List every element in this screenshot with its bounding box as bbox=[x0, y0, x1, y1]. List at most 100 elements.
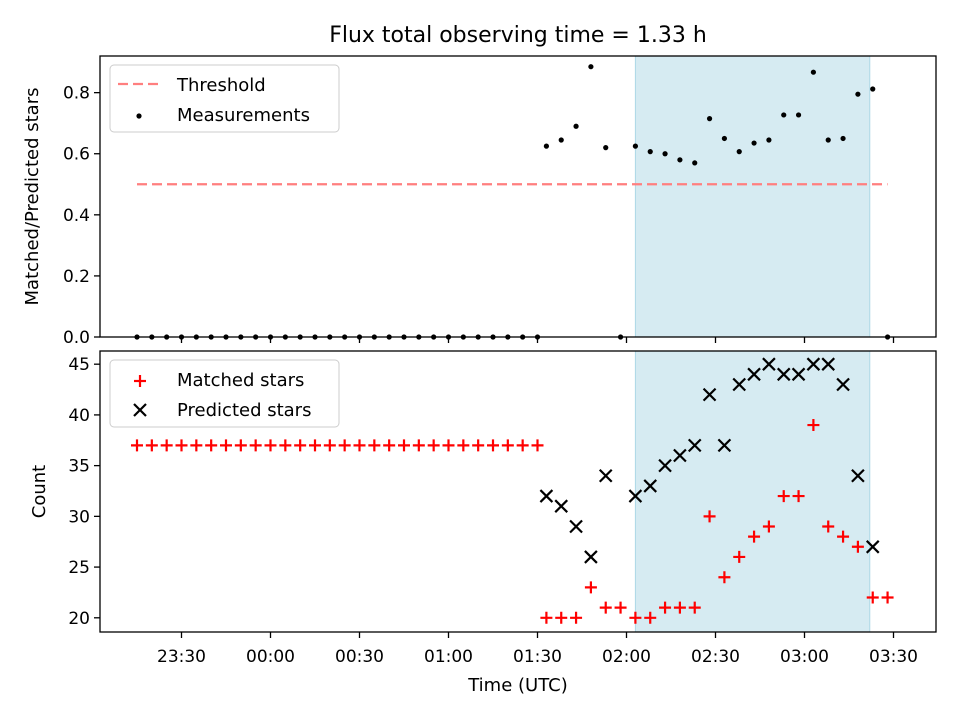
count-points bbox=[131, 357, 894, 624]
predicted-star-point bbox=[673, 448, 687, 463]
matched-star-point bbox=[531, 439, 544, 452]
measurement-point bbox=[543, 143, 550, 149]
count-y-tick-label: 45 bbox=[68, 355, 90, 375]
matched-star-point bbox=[264, 439, 277, 452]
predicted-star-point bbox=[539, 489, 554, 503]
matched-star-point bbox=[748, 530, 761, 543]
measurement-point bbox=[736, 149, 742, 155]
matched-star-point bbox=[584, 581, 597, 594]
matched-star-point bbox=[279, 439, 292, 452]
predicted-star-point bbox=[658, 458, 672, 473]
matched-star-point bbox=[383, 439, 396, 452]
count-axes-frame bbox=[99, 350, 937, 633]
matched-star-point bbox=[629, 611, 642, 624]
count-y-tick-label: 30 bbox=[68, 507, 90, 527]
measurement-point bbox=[677, 157, 683, 163]
matched-star-point bbox=[234, 439, 247, 452]
matched-star-point bbox=[220, 439, 232, 452]
predicted-star-point bbox=[717, 438, 732, 453]
time-x-tick-label: 02:30 bbox=[691, 647, 740, 667]
matched-star-point bbox=[309, 439, 321, 452]
ratio-legend: Threshold Measurements bbox=[109, 64, 340, 133]
ratio-y-tick-label: 0.6 bbox=[63, 145, 90, 165]
matched-star-point bbox=[718, 571, 731, 584]
predicted-star-point bbox=[791, 367, 806, 382]
ratio-x-axis-ticks bbox=[180, 337, 895, 343]
predicted-star-point bbox=[836, 377, 850, 392]
matched-star-point bbox=[540, 611, 553, 624]
matched-star-point bbox=[516, 439, 529, 452]
measurement-point bbox=[825, 137, 831, 143]
matched-star-point bbox=[457, 439, 470, 452]
matched-star-point bbox=[190, 439, 203, 452]
measurement-point bbox=[855, 91, 861, 97]
count-legend: Matched stars Predicted stars bbox=[109, 359, 340, 428]
legend-measurements-label: Measurements bbox=[177, 105, 310, 126]
predicted-star-point bbox=[851, 468, 865, 483]
time-x-axis-ticks: 23:30 00:00 00:30 01:00 01:30 02:00 02:30 03:00… bbox=[157, 632, 918, 667]
matched-star-point bbox=[487, 439, 499, 452]
matched-star-point bbox=[472, 439, 485, 452]
measurement-point bbox=[588, 64, 594, 70]
count-y-tick-label: 40 bbox=[68, 406, 90, 426]
matched-star-point bbox=[338, 439, 351, 452]
predicted-star-point bbox=[569, 519, 583, 534]
matched-star-point bbox=[599, 601, 612, 614]
measurement-point bbox=[647, 149, 653, 155]
matched-star-point bbox=[294, 439, 307, 452]
measurement-point bbox=[706, 116, 713, 122]
ratio-y-tick-label: 0.4 bbox=[63, 206, 90, 226]
matched-star-point bbox=[205, 439, 218, 452]
matched-star-point bbox=[398, 439, 410, 452]
legend-matched-swatch bbox=[134, 375, 146, 387]
predicted-star-point bbox=[732, 377, 747, 392]
legend-measurements-swatch bbox=[136, 113, 142, 119]
matched-star-point bbox=[837, 530, 850, 543]
legend-threshold-label: Threshold bbox=[176, 75, 266, 96]
matched-star-point bbox=[323, 439, 336, 452]
time-x-tick-label: 01:00 bbox=[424, 647, 473, 667]
measurement-point bbox=[662, 151, 668, 157]
figure-title: Flux total observing time = 1.33 h bbox=[329, 23, 707, 48]
predicted-star-point bbox=[687, 438, 702, 453]
matched-star-point bbox=[822, 520, 835, 533]
matched-star-point bbox=[368, 439, 381, 452]
count-panel: 20 25 30 35 40 45 23:30 00:00 00:30 01:00 01:30 02… bbox=[29, 350, 937, 696]
predicted-star-point bbox=[584, 550, 598, 564]
time-x-tick-label: 23:30 bbox=[157, 647, 206, 667]
predicted-star-point bbox=[865, 540, 880, 554]
matched-star-point bbox=[866, 591, 879, 604]
measurement-point bbox=[751, 140, 757, 146]
predicted-star-point bbox=[643, 479, 658, 493]
matched-star-point bbox=[570, 611, 583, 624]
measurement-point bbox=[721, 135, 728, 142]
matched-star-point bbox=[145, 439, 158, 452]
ratio-y-tick-label: 0.8 bbox=[63, 84, 90, 104]
measurement-point bbox=[840, 135, 846, 142]
ratio-legend-box bbox=[109, 64, 340, 133]
legend-predicted-label: Predicted stars bbox=[177, 400, 311, 421]
predicted-star-point bbox=[598, 468, 613, 483]
predicted-star-point bbox=[762, 357, 776, 371]
matched-star-point bbox=[427, 439, 440, 452]
matched-star-point bbox=[807, 419, 820, 432]
measurement-point bbox=[632, 143, 639, 149]
ratio-panel: 0.00.20.40.60.8 Matched/Predicted stars … bbox=[22, 55, 937, 348]
matched-star-point bbox=[673, 601, 686, 614]
matched-star-point bbox=[442, 439, 455, 452]
measurement-point bbox=[603, 145, 609, 151]
measurement-point bbox=[795, 112, 802, 118]
matched-star-point bbox=[175, 439, 188, 452]
ratio-y-axis-label: Matched/Predicted stars bbox=[22, 88, 43, 306]
matched-star-point bbox=[353, 439, 366, 452]
count-legend-box bbox=[109, 359, 340, 428]
matched-star-point bbox=[614, 601, 627, 614]
time-x-tick-label: 03:00 bbox=[780, 647, 829, 667]
matched-star-point bbox=[249, 439, 262, 452]
matched-star-point bbox=[851, 540, 864, 553]
matched-star-point bbox=[160, 439, 173, 452]
measurement-point bbox=[558, 137, 564, 143]
measurement-point bbox=[692, 160, 698, 166]
predicted-star-point bbox=[554, 499, 569, 513]
